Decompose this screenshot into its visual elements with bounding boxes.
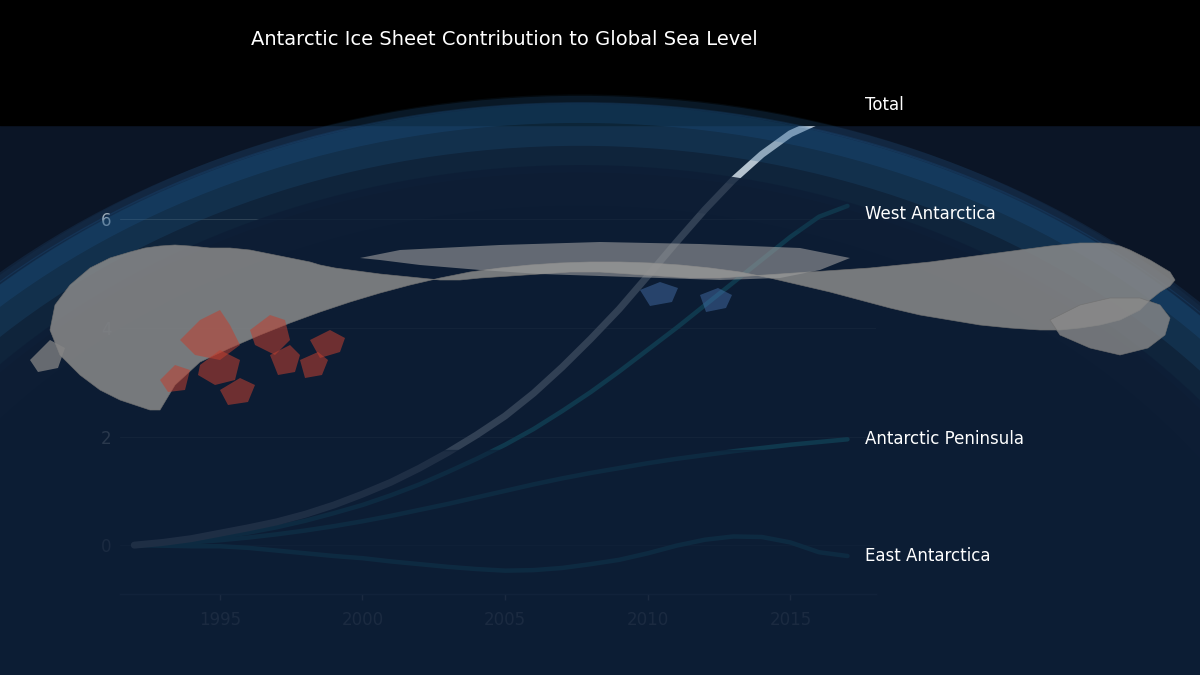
Ellipse shape	[0, 165, 1200, 675]
Polygon shape	[300, 352, 328, 378]
Text: West Antarctica: West Antarctica	[865, 205, 996, 223]
Polygon shape	[198, 350, 240, 385]
Polygon shape	[180, 310, 240, 360]
Polygon shape	[270, 345, 300, 375]
Polygon shape	[350, 242, 850, 280]
Polygon shape	[250, 315, 290, 355]
Polygon shape	[220, 378, 256, 405]
Polygon shape	[700, 288, 732, 312]
Polygon shape	[1050, 298, 1170, 355]
Polygon shape	[310, 330, 346, 358]
Text: Antarctic Ice Sheet Contribution to Global Sea Level: Antarctic Ice Sheet Contribution to Glob…	[251, 30, 757, 49]
Text: Antarctic Peninsula: Antarctic Peninsula	[865, 430, 1024, 448]
Polygon shape	[160, 365, 190, 392]
Polygon shape	[640, 282, 678, 306]
Polygon shape	[30, 340, 65, 372]
Text: Total: Total	[865, 97, 904, 115]
Text: East Antarctica: East Antarctica	[865, 547, 990, 565]
Polygon shape	[50, 243, 1175, 410]
